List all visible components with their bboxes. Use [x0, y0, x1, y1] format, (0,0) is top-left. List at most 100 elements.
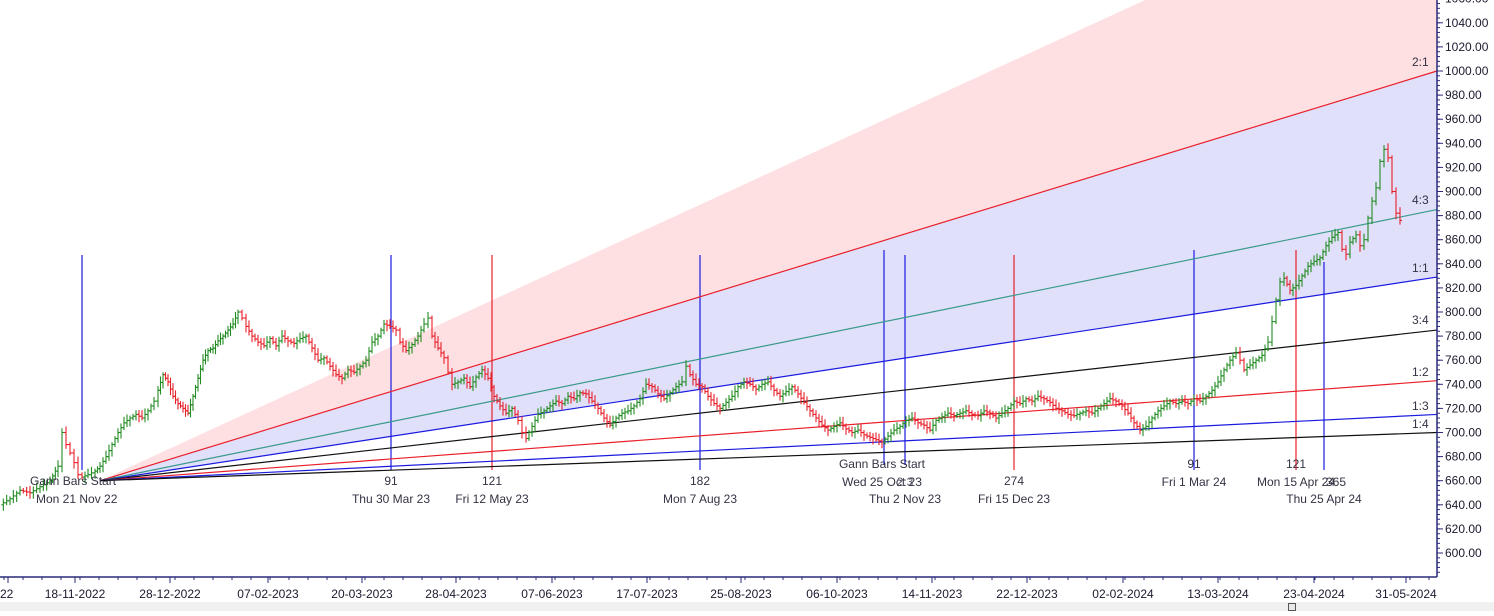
ohlc-bar	[823, 419, 827, 432]
price-tick-label: 1000.00	[1445, 64, 1489, 78]
date-tick-label: 28-12-2022	[139, 587, 201, 601]
ohlc-bar	[1057, 402, 1061, 414]
ohlc-bar	[958, 409, 962, 419]
date-tick-label: 22	[0, 587, 14, 601]
ohlc-bar	[898, 424, 902, 435]
ohlc-bar	[928, 421, 932, 433]
ohlc-bar	[31, 486, 36, 499]
gann-bar-count: 121	[1286, 457, 1306, 471]
ohlc-bar	[250, 328, 254, 343]
ohlc-bar	[228, 322, 233, 337]
fan-line-4-3[interactable]	[99, 208, 1438, 482]
ohlc-bar	[760, 380, 764, 391]
ohlc-bar	[382, 319, 386, 335]
ohlc-bar	[156, 386, 160, 408]
ohlc-bar	[244, 313, 248, 333]
ohlc-bar	[1153, 412, 1157, 421]
ohlc-bar	[979, 409, 983, 422]
gann-bar-date: Fri 1 Mar 24	[1162, 475, 1227, 489]
ohlc-bar	[1254, 357, 1258, 369]
price-axis[interactable]: 1040.00 1020.00 1000.00 980.00 960.00 940.00 9…	[1436, 0, 1489, 577]
ohlc-bar	[426, 312, 430, 329]
ohlc-bar	[829, 425, 833, 433]
gann-bar-count: 182	[690, 474, 710, 488]
fan-line-3-4[interactable]	[99, 329, 1438, 482]
ohlc-bar	[856, 424, 860, 434]
ohlc-bar	[1192, 394, 1196, 406]
gann-bar-date: Mon 7 Aug 23	[663, 492, 737, 506]
ohlc-bar	[1126, 403, 1130, 416]
ohlc-bar	[718, 403, 722, 415]
gann-bar-count: 365	[1326, 475, 1346, 489]
ohlc-bar	[101, 457, 105, 473]
fan-line-1-2[interactable]	[99, 380, 1438, 482]
ohlc-bar	[211, 343, 215, 354]
ohlc-bar	[1081, 409, 1085, 416]
ohlc-bar	[292, 337, 296, 348]
date-tick-label: 07-02-2023	[237, 587, 299, 601]
ohlc-bar	[325, 355, 329, 365]
ohlc-bar	[1213, 381, 1217, 397]
ohlc-bar	[240, 309, 244, 321]
price-tick-label: 740.00	[1445, 377, 1482, 391]
ohlc-bar	[236, 309, 240, 325]
horizontal-scrollbar[interactable]	[0, 602, 1494, 611]
ohlc-bar	[1084, 406, 1088, 417]
ohlc-bar	[72, 448, 76, 469]
ohlc-bar	[1378, 158, 1382, 191]
ohlc-bar	[201, 354, 205, 372]
ohlc-bar	[313, 343, 317, 361]
gann-bar-date: Fri 12 May 23	[455, 492, 529, 506]
ohlc-bar	[1278, 277, 1282, 306]
price-tick-label: 980.00	[1445, 88, 1482, 102]
ohlc-bar	[122, 416, 126, 431]
ohlc-bar	[913, 412, 917, 425]
ohlc-bar	[1362, 233, 1366, 250]
date-axis[interactable]: 22 18-11-2022 28-12-2022 07-02-2023 20-03-20…	[0, 576, 1437, 601]
ohlc-bar	[173, 390, 178, 405]
ohlc-bar	[1340, 230, 1344, 252]
ohlc-bar	[283, 330, 287, 343]
ohlc-bar	[626, 404, 630, 415]
ohlc-bar	[119, 423, 123, 439]
ohlc-bar	[757, 384, 761, 392]
ohlc-bar	[1390, 155, 1394, 194]
price-tick-label: 1040.00	[1445, 16, 1489, 30]
date-tick-label: 14-11-2023	[902, 587, 963, 601]
ohlc-bar	[1186, 399, 1190, 410]
ohlc-bar	[1189, 398, 1193, 406]
ohlc-bar	[107, 444, 111, 461]
fan-line-1-3[interactable]	[99, 413, 1438, 482]
fan-ratio-label: 2:1	[1412, 55, 1429, 69]
ohlc-bar	[608, 415, 612, 428]
gann-start-date: Wed 25 Oct 23	[842, 475, 922, 489]
gann-start-title: Gann Bars Start	[839, 457, 926, 471]
ohlc-bar	[1336, 230, 1340, 241]
ohlc-bar	[168, 377, 173, 396]
scrollbar-thumb[interactable]	[1288, 603, 1296, 611]
ohlc-bar	[1090, 405, 1094, 416]
ohlc-bar	[724, 398, 728, 410]
ohlc-bar	[680, 375, 684, 387]
ohlc-bar	[233, 312, 238, 329]
ohlc-bar	[862, 430, 866, 441]
ohlc-bar	[614, 415, 618, 428]
ohlc-bar	[859, 424, 863, 437]
ohlc-bar	[1141, 424, 1145, 437]
price-bars	[1, 143, 1402, 511]
ohlc-bar	[1129, 407, 1133, 423]
date-tick-label: 31-05-2024	[1375, 587, 1437, 601]
ohlc-bar	[208, 346, 213, 353]
ohlc-bar	[442, 350, 446, 364]
ohlc-bar	[889, 428, 893, 443]
ohlc-bar	[778, 389, 782, 401]
fan-line-1-4[interactable]	[99, 431, 1438, 482]
gann-fan-lines[interactable]	[99, 70, 1438, 482]
ohlc-bar	[874, 432, 878, 443]
price-tick-label: 880.00	[1445, 209, 1482, 223]
fan-line-2-1[interactable]	[99, 70, 1438, 482]
ohlc-bar	[265, 336, 269, 350]
ohlc-bar	[533, 416, 537, 433]
